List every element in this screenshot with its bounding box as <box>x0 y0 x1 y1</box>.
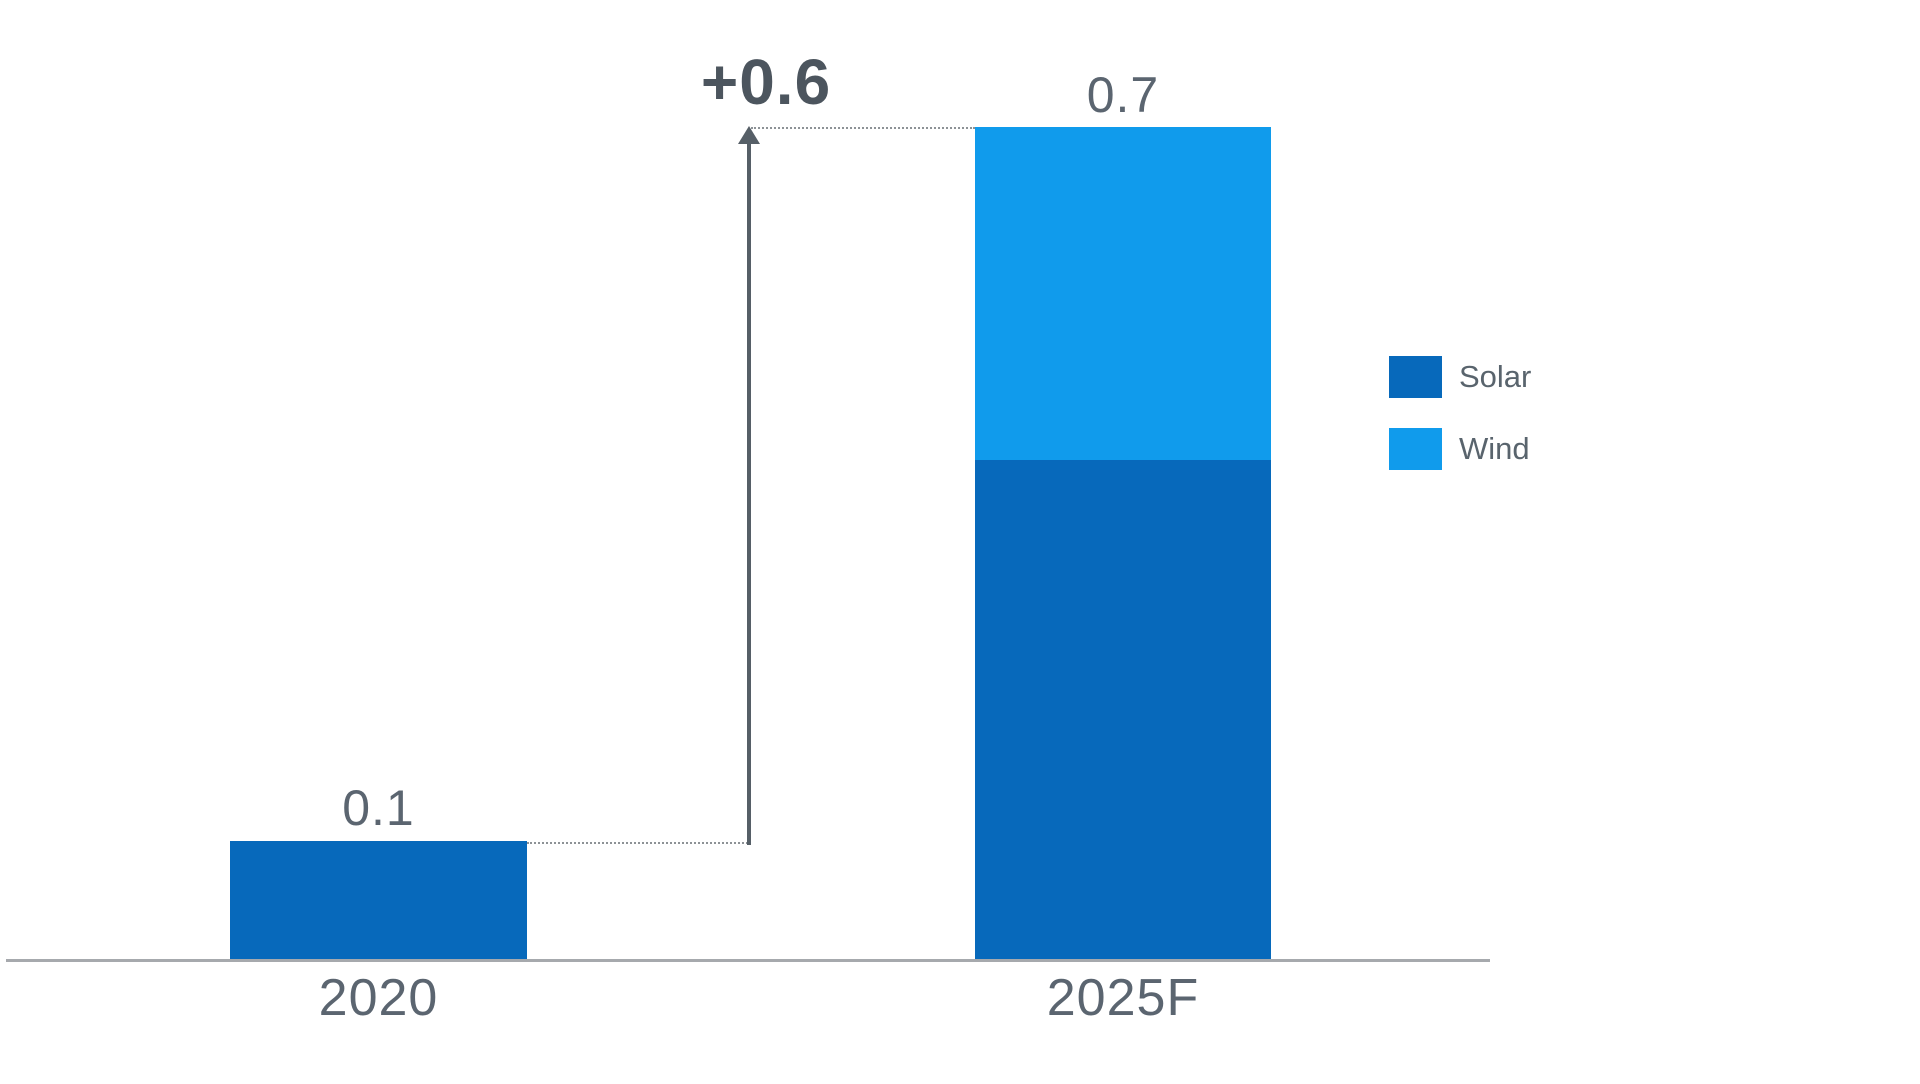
x-tick-2020: 2020 <box>318 969 439 1027</box>
dotted-connector-from-2020-bar <box>527 842 748 844</box>
legend-label-solar: Solar <box>1459 359 1532 394</box>
growth-arrow-head-icon <box>738 126 760 144</box>
legend-swatch-solar <box>1389 356 1442 398</box>
value-label-2020: 0.1 <box>342 780 415 836</box>
bar-2020 <box>230 841 527 960</box>
x-tick-2025f: 2025F <box>1046 969 1200 1027</box>
value-label-2025f: 0.7 <box>1086 67 1160 123</box>
x-axis-line <box>6 959 1490 962</box>
bar-2025f <box>975 127 1271 960</box>
bar-2025f-wind-segment <box>975 127 1271 460</box>
legend-swatch-wind <box>1389 428 1442 470</box>
delta-annotation-label: +0.6 <box>700 46 832 118</box>
bar-2020-solar-segment <box>230 841 527 960</box>
growth-arrow-line <box>747 132 751 845</box>
bar-2025f-solar-segment <box>975 460 1271 960</box>
legend-label-wind: Wind <box>1459 431 1530 466</box>
dotted-connector-to-2025f-bar <box>751 127 975 129</box>
